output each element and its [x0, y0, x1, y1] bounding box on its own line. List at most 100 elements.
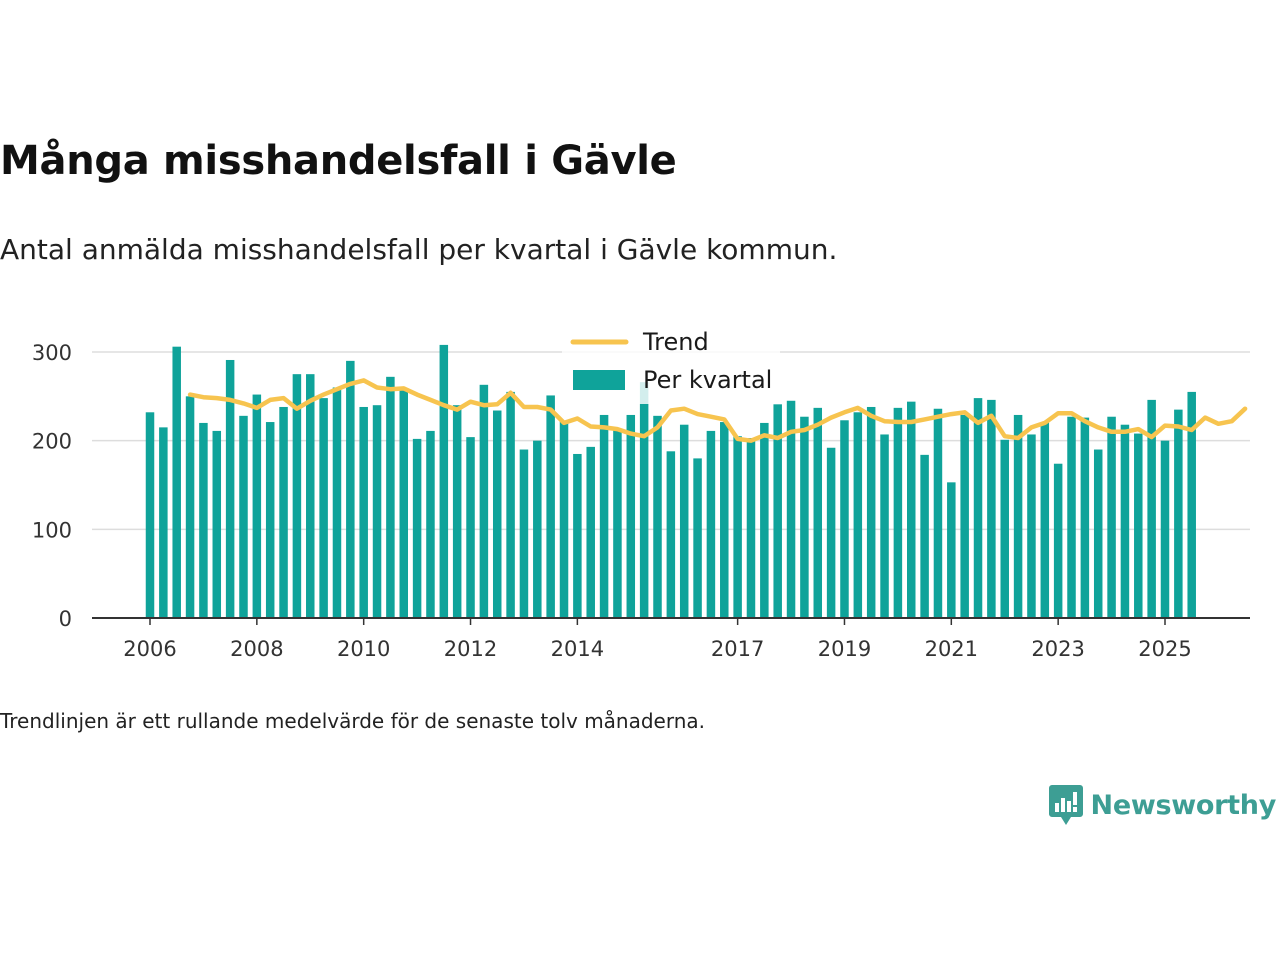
trend-line [187, 378, 1248, 443]
bar [279, 406, 288, 618]
chart-title: Många misshandelsfall i Gävle [0, 138, 677, 184]
y-tick-label: 300 [32, 341, 72, 365]
bar [933, 408, 943, 618]
bar [372, 405, 382, 618]
bar [185, 396, 195, 618]
bar [1053, 463, 1063, 618]
bar [639, 382, 649, 618]
x-tick-label: 2006 [123, 637, 176, 661]
y-tick-label: 0 [59, 607, 72, 631]
legend-bar-swatch [573, 370, 625, 390]
x-tick-label: 2019 [818, 637, 871, 661]
bar [292, 374, 302, 618]
footnote: Trendlinjen är ett rullande medelvärde f… [0, 709, 706, 733]
legend: Trend Per kvartal [562, 324, 780, 404]
x-tick-label: 2014 [551, 637, 604, 661]
bar [987, 399, 996, 618]
bar [613, 430, 622, 618]
x-tick-label: 2017 [711, 637, 764, 661]
legend-background [562, 324, 780, 404]
bar [1174, 409, 1183, 618]
bar [947, 482, 956, 618]
bar [720, 422, 729, 618]
bar [332, 387, 342, 618]
bar [506, 391, 515, 618]
bar [1093, 449, 1103, 618]
bar [813, 407, 823, 618]
bar [1160, 440, 1170, 618]
y-tick-label: 100 [32, 518, 72, 542]
bar [306, 374, 315, 618]
bar [426, 430, 435, 618]
bar [452, 405, 462, 618]
bar [960, 414, 969, 618]
legend-label-per-kvartal: Per kvartal [643, 366, 772, 394]
bar [840, 420, 849, 618]
bar [653, 415, 662, 618]
bar [866, 406, 876, 618]
bar [1107, 416, 1116, 618]
bar [159, 427, 168, 618]
legend-label-trend: Trend [642, 328, 709, 356]
bar [439, 344, 449, 618]
bar [346, 360, 355, 618]
bar [666, 451, 676, 618]
bar [212, 430, 222, 618]
bar [225, 359, 235, 618]
bar [893, 407, 903, 618]
bar [479, 384, 489, 618]
x-tick-label: 2008 [230, 637, 283, 661]
bar [145, 412, 155, 618]
bar [466, 437, 475, 618]
bar [412, 438, 422, 618]
bar [1134, 433, 1143, 618]
bar [853, 412, 863, 618]
x-tick-label: 2012 [444, 637, 497, 661]
bar [760, 422, 769, 618]
bar [199, 422, 208, 618]
bar [693, 458, 702, 618]
bar [1147, 399, 1156, 618]
x-tick-label: 2023 [1031, 637, 1084, 661]
bar [773, 404, 782, 618]
bar [319, 398, 328, 618]
brand-logo[interactable]: Newsworthy [1048, 785, 1277, 825]
bar [1067, 416, 1076, 618]
bar [1040, 422, 1050, 618]
newsworthy-logo-icon [1048, 785, 1083, 825]
bar [786, 400, 796, 618]
bar [546, 395, 555, 618]
bar [492, 410, 502, 618]
bar [265, 422, 275, 618]
bar [679, 424, 689, 618]
bar [973, 398, 983, 618]
x-tick-label: 2010 [337, 637, 390, 661]
brand-name: Newsworthy [1090, 789, 1277, 821]
bar [599, 414, 609, 618]
x-tick-label: 2025 [1138, 637, 1191, 661]
bar [533, 440, 542, 618]
bar [252, 394, 262, 618]
bar [1187, 391, 1196, 618]
bar [1080, 417, 1090, 618]
bar [1120, 424, 1130, 618]
bar [733, 436, 742, 618]
chart-subtitle: Antal anmälda misshandelsfall per kvarta… [0, 233, 838, 266]
bar [800, 416, 809, 618]
y-tick-label: 200 [32, 430, 72, 454]
bar [239, 415, 248, 618]
bar [1027, 434, 1036, 618]
bar [826, 447, 836, 618]
bar [519, 449, 529, 618]
bar [880, 434, 889, 618]
bar [399, 390, 408, 618]
bar [386, 376, 395, 618]
bar [746, 438, 756, 618]
bar [1000, 439, 1009, 618]
bar [359, 406, 368, 618]
bar [706, 430, 716, 618]
bar [573, 453, 582, 618]
bar [1013, 414, 1023, 618]
x-tick-label: 2021 [925, 637, 978, 661]
bar [559, 421, 569, 618]
